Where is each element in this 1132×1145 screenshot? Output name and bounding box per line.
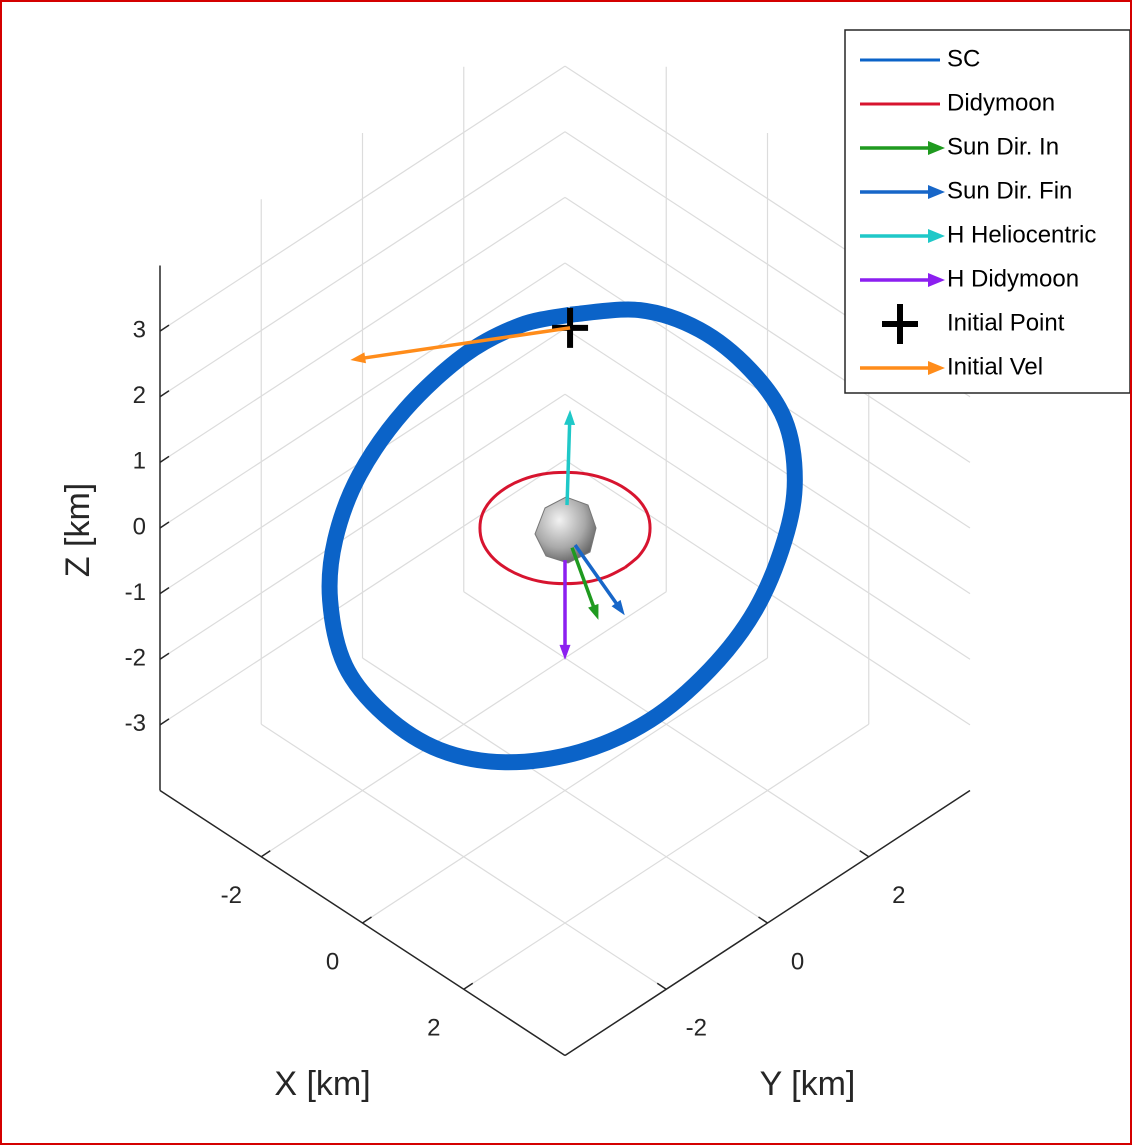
axes-layer: -3 -2 -1 0 1 2 3 -2 0 2 -2 0 2 X [km] Y [km] <box>125 265 971 1103</box>
grid-line <box>159 196 566 463</box>
x-tick <box>260 850 271 858</box>
legend-label: Sun Dir. Fin <box>947 177 1072 204</box>
y-axis-label: Y [km] <box>760 1065 856 1103</box>
z-tick-label: 0 <box>133 513 146 540</box>
grid-line <box>362 657 768 924</box>
legend-label: H Heliocentric <box>947 221 1096 248</box>
z-tick-label: 3 <box>133 316 146 343</box>
x-tick-label: -2 <box>221 882 242 909</box>
legend-box <box>844 29 1131 394</box>
y-tick <box>859 850 870 858</box>
legend-label: H Didymoon <box>947 265 1079 292</box>
legend-label: SC <box>947 45 980 72</box>
legend-label: Initial Vel <box>947 353 1043 380</box>
grid-line <box>159 131 566 398</box>
grid-line <box>159 65 566 332</box>
z-axis-label: Z [km] <box>59 483 97 577</box>
legend-swatch <box>882 304 918 344</box>
z-tick-label: -1 <box>125 579 146 606</box>
grid-line <box>159 262 566 529</box>
legend-label: Sun Dir. In <box>947 133 1059 160</box>
arrow-head <box>564 409 576 426</box>
arrow <box>350 326 571 364</box>
asteroid <box>534 496 597 564</box>
x-tick <box>362 916 372 924</box>
legend: SC Didymoon Sun Dir. In Sun Dir. Fin H Helio… <box>844 29 1131 394</box>
z-tick <box>159 718 170 726</box>
grid-line <box>564 328 971 595</box>
y-tick <box>758 916 768 924</box>
grid-line <box>260 723 667 990</box>
arrow-shaft <box>570 547 597 612</box>
sc-trajectory <box>321 301 803 771</box>
arrow-head <box>588 603 599 620</box>
front-layer <box>350 307 625 660</box>
z-tick <box>159 455 170 463</box>
grid-line <box>159 459 566 726</box>
legend-swatch <box>928 361 945 375</box>
y-tick-label: 0 <box>791 948 804 975</box>
legend-label: Didymoon <box>947 89 1055 116</box>
arrow-shaft <box>573 544 621 609</box>
z-tick-label: -3 <box>125 710 146 737</box>
z-tick <box>159 587 170 595</box>
arrow <box>559 560 571 660</box>
x-axis-label: X [km] <box>274 1065 370 1103</box>
z-tick-label: 2 <box>133 382 146 409</box>
arrow <box>564 409 576 506</box>
x-tick <box>463 982 474 990</box>
x-tick-label: 0 <box>326 948 339 975</box>
legend-swatch <box>928 185 945 199</box>
z-tick <box>159 390 170 398</box>
z-tick-label: -2 <box>125 645 146 672</box>
grid-line <box>159 393 566 660</box>
arrow <box>570 547 599 620</box>
arrow-head <box>611 599 625 616</box>
grid-line <box>564 393 971 660</box>
arrow-shaft <box>359 326 571 361</box>
x-tick-label: 2 <box>427 1015 440 1042</box>
body-layer <box>534 496 597 564</box>
z-tick <box>159 521 170 529</box>
grid-line <box>564 196 971 463</box>
legend-swatch <box>928 229 945 243</box>
arrow-shaft <box>565 419 572 506</box>
orbit-layer <box>321 301 803 771</box>
y-tick <box>656 982 667 990</box>
z-tick <box>159 324 170 332</box>
z-tick <box>159 652 170 660</box>
y-tick-label: 2 <box>892 882 905 909</box>
legend-swatch <box>928 141 945 155</box>
moon-orbit <box>478 470 652 586</box>
arrow-head <box>559 644 571 660</box>
legend-label: Initial Point <box>947 309 1065 336</box>
grid-line <box>463 591 870 858</box>
arrow-head <box>350 352 366 364</box>
legend-swatch <box>928 273 945 287</box>
y-tick-label: -2 <box>686 1015 707 1042</box>
z-tick-label: 1 <box>133 448 146 475</box>
arrow <box>573 544 625 616</box>
